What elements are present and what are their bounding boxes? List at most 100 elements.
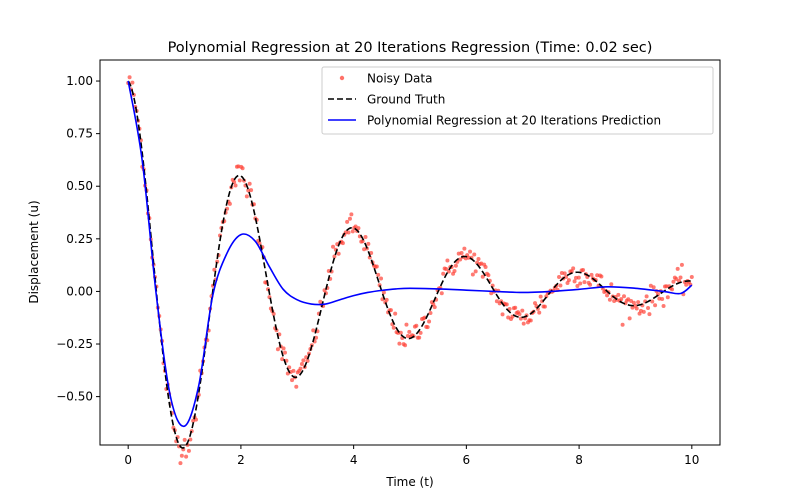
- noisy-data-point: [417, 335, 422, 340]
- legend-box: [321, 66, 714, 135]
- noisy-data-point: [616, 292, 621, 297]
- noisy-data-point: [439, 291, 444, 296]
- noisy-data-point: [425, 325, 430, 330]
- noisy-data-point: [599, 274, 604, 279]
- noisy-data-point: [520, 308, 525, 313]
- noisy-data-point: [311, 328, 316, 333]
- noisy-data-point: [305, 358, 310, 363]
- noisy-data-point: [179, 453, 184, 458]
- y-tick-label: 0.75: [66, 127, 93, 141]
- noisy-data-point: [397, 341, 402, 346]
- noisy-data-point: [318, 299, 323, 304]
- x-axis-label: Time (t): [385, 475, 433, 489]
- noisy-data-point: [595, 273, 600, 278]
- noisy-data-point: [572, 279, 577, 284]
- noisy-data-point: [679, 262, 684, 267]
- noisy-data-point: [340, 241, 345, 246]
- noisy-data-point: [376, 272, 381, 277]
- y-tick-label: 0.25: [66, 232, 93, 246]
- noisy-data-point: [542, 304, 547, 309]
- y-tick-label: 0.00: [66, 284, 93, 298]
- noisy-data-point: [363, 235, 368, 240]
- noisy-data-point: [282, 350, 287, 355]
- noisy-data-point: [332, 254, 337, 259]
- noisy-data-point: [182, 437, 187, 442]
- noisy-data-point: [670, 287, 675, 292]
- noisy-data-point: [188, 437, 193, 442]
- noisy-data-point: [588, 282, 593, 287]
- noisy-data-point: [393, 311, 398, 316]
- noisy-data-point: [578, 281, 583, 286]
- noisy-data-point: [193, 417, 198, 422]
- noisy-data-point: [301, 358, 306, 363]
- noisy-data-point: [566, 278, 571, 283]
- noisy-data-point: [641, 309, 646, 314]
- noisy-data-point: [374, 264, 379, 269]
- noisy-data-point: [294, 384, 299, 389]
- noisy-data-point: [441, 271, 446, 276]
- noisy-data-point: [562, 271, 567, 276]
- noisy-data-point: [647, 312, 652, 317]
- noisy-data-point: [537, 310, 542, 315]
- noisy-data-point: [609, 282, 614, 287]
- noisy-data-point: [379, 276, 384, 281]
- noisy-data-point: [240, 166, 245, 171]
- x-tick-label: 4: [350, 453, 358, 467]
- noisy-data-point: [130, 80, 135, 85]
- noisy-data-point: [504, 302, 509, 307]
- noisy-data-point: [350, 229, 355, 234]
- prediction-line: [127, 80, 693, 427]
- noisy-data-point: [664, 284, 669, 289]
- noisy-data-point: [360, 239, 365, 244]
- y-tick-label: 1.00: [66, 74, 93, 88]
- noisy-data-point: [346, 230, 351, 235]
- noisy-data-point: [607, 297, 612, 302]
- noisy-data-point: [653, 303, 658, 308]
- noisy-data-point: [178, 461, 183, 466]
- noisy-data-point: [290, 378, 295, 383]
- noisy-data-point: [480, 274, 485, 279]
- noisy-data-point: [127, 75, 132, 80]
- legend-label-ground-truth: Ground Truth: [367, 93, 445, 107]
- noisy-data-point: [427, 319, 432, 324]
- x-axis-ticks: 0 2 4 6 8 10: [124, 445, 699, 467]
- noisy-data-point: [468, 249, 473, 254]
- noisy-data-point: [418, 330, 423, 335]
- y-axis-label: Displacement (u): [27, 200, 41, 303]
- y-tick-label: −0.25: [56, 337, 93, 351]
- noisy-data-point: [521, 321, 526, 326]
- noisy-data-point: [500, 312, 505, 317]
- noisy-data-point: [356, 226, 361, 231]
- noisy-data-point: [678, 275, 683, 280]
- x-tick-label: 8: [575, 453, 583, 467]
- noisy-data-point: [403, 343, 408, 348]
- noisy-data-point: [331, 244, 336, 249]
- noisy-data-point: [674, 276, 679, 281]
- noisy-data-point: [349, 212, 354, 217]
- noisy-data-point: [675, 266, 680, 271]
- legend-label-noisy-data: Noisy Data: [367, 72, 432, 86]
- noisy-data-point: [458, 257, 463, 262]
- noisy-data-point: [660, 296, 665, 301]
- noisy-data-point: [671, 279, 676, 284]
- noisy-data-point: [557, 275, 562, 280]
- noisy-data-point: [631, 300, 636, 305]
- noisy-data-point: [571, 266, 576, 271]
- noisy-data-point: [644, 294, 649, 299]
- noisy-data-point: [428, 311, 433, 316]
- noisy-data-point: [483, 265, 488, 270]
- noisy-data-point: [466, 255, 471, 260]
- noisy-data-point: [275, 347, 280, 352]
- y-tick-label: 0.50: [66, 179, 93, 193]
- noisy-data-point: [404, 322, 409, 327]
- noisy-data-point: [581, 268, 586, 273]
- noisy-data-point: [299, 361, 304, 366]
- plot-area: [99, 59, 721, 466]
- noisy-data-point: [237, 178, 242, 183]
- noisy-data-point: [244, 194, 249, 199]
- noisy-data-point: [291, 368, 296, 373]
- noisy-data-point: [271, 311, 276, 316]
- noisy-data-point: [432, 305, 437, 310]
- noisy-data-point: [186, 448, 191, 453]
